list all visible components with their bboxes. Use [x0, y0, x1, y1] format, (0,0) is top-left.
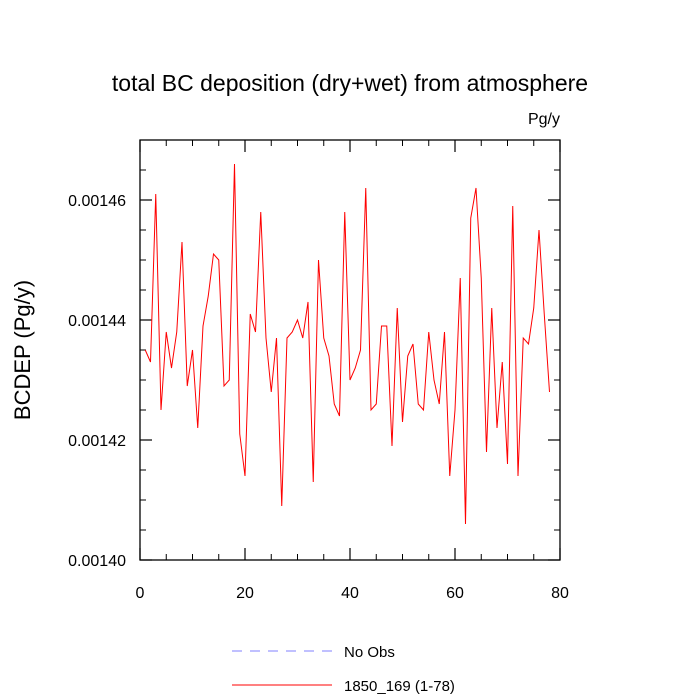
- axis-ticks: [139, 139, 561, 561]
- x-tick-label: 0: [136, 585, 145, 602]
- y-tick-label: 0.00142: [68, 433, 126, 450]
- series-layer: [144, 163, 550, 525]
- tick-labels: 0 20 40 60 80 0.00140 0.00142 0.00144 0.00146: [68, 193, 569, 602]
- y-tick-label: 0.00146: [68, 193, 126, 210]
- x-tick-label: 60: [446, 585, 464, 602]
- y-tick-label: 0.00140: [68, 553, 126, 570]
- series-line-1850-169-1-78-: [144, 163, 550, 525]
- plot-area: 0 20 40 60 80 0.00140 0.00142 0.00144 0.00146: [68, 139, 569, 602]
- x-tick-label: 40: [341, 585, 359, 602]
- y-tick-label: 0.00144: [68, 313, 126, 330]
- legend-label-no-obs: No Obs: [344, 644, 395, 661]
- chart-title: total BC deposition (dry+wet) from atmos…: [112, 70, 588, 96]
- legend-label-1850-169: 1850_169 (1-78): [344, 678, 455, 695]
- units-label: Pg/y: [528, 111, 560, 128]
- legend: No Obs 1850_169 (1-78): [232, 644, 455, 695]
- x-tick-label: 80: [551, 585, 569, 602]
- plot-frame: [139, 139, 561, 561]
- y-axis-label: BCDEP (Pg/y): [10, 280, 35, 420]
- x-tick-label: 20: [236, 585, 254, 602]
